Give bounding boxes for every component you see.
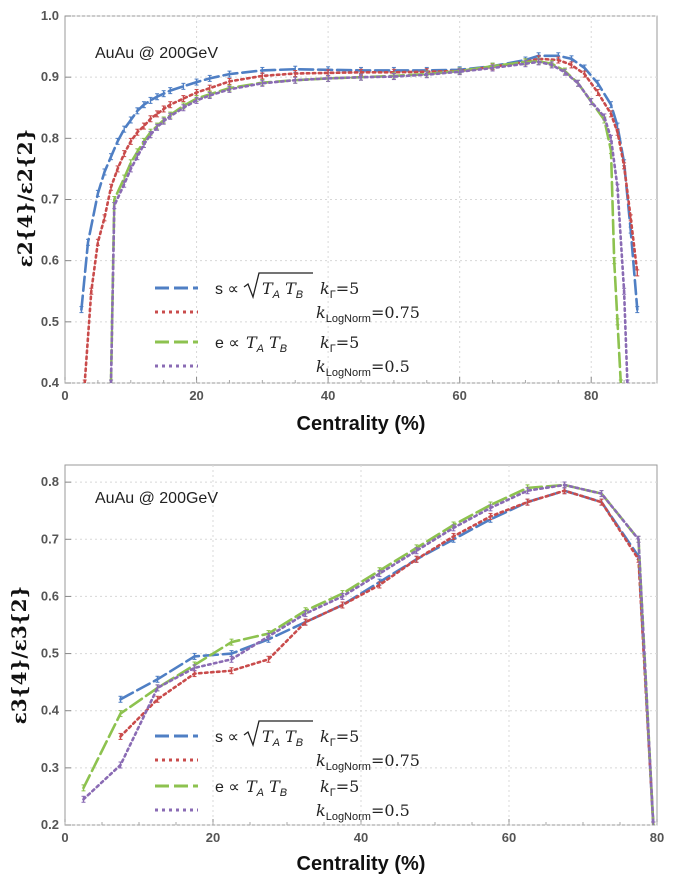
legend-label: s ∝ bbox=[215, 729, 239, 746]
series-1 bbox=[82, 55, 640, 383]
legend-label: TA TB bbox=[246, 333, 287, 355]
legend-label: e ∝ bbox=[215, 779, 240, 796]
y-tick-label: 0.6 bbox=[41, 253, 59, 268]
y-tick-label: 0.3 bbox=[41, 760, 59, 775]
y-tick-label: 0.5 bbox=[41, 314, 59, 329]
y-axis-label: ε2{4}/ε2{2} bbox=[13, 129, 37, 268]
x-tick-label: 80 bbox=[584, 388, 598, 403]
x-tick-label: 40 bbox=[321, 388, 335, 403]
x-axis-label: Centrality (%) bbox=[297, 413, 426, 435]
legend-k-label: kLogNorm=0.5 bbox=[316, 357, 410, 379]
chart-panel-top: 0.4 0.5 0.6 0.7 0.8 0.9 1.0 0 20 40 60 80 AuAu @ 20… bbox=[13, 8, 658, 435]
legend-label: s ∝ bbox=[215, 281, 239, 298]
legend-label: TA TB bbox=[262, 279, 303, 301]
y-axis-label: ε3{4}/ε3{2} bbox=[7, 586, 31, 725]
y-tick-label: 0.4 bbox=[41, 703, 60, 718]
series-3 bbox=[81, 481, 656, 825]
legend-k-label: kLogNorm=0.75 bbox=[316, 751, 420, 773]
legend-k-label: kLogNorm=0.75 bbox=[316, 303, 420, 325]
series-line bbox=[83, 57, 639, 383]
chart-panel-bottom: 0.2 0.3 0.4 0.5 0.6 0.7 0.8 0 20 40 60 80 AuAu @ 20… bbox=[7, 464, 664, 875]
legend: s ∝ TA TB kΓ=5 kLogNorm=0.75 e ∝ TA TB k… bbox=[155, 720, 420, 823]
series-line bbox=[82, 483, 655, 825]
x-tick-label: 0 bbox=[61, 830, 68, 845]
legend-label: TA TB bbox=[246, 777, 287, 799]
y-tick-label: 0.8 bbox=[41, 474, 59, 489]
legend-label: TA TB bbox=[262, 727, 303, 749]
sqrt-symbol bbox=[243, 720, 313, 748]
x-tick-label: 40 bbox=[354, 830, 368, 845]
legend-label: e ∝ bbox=[215, 335, 240, 352]
annotation-text: AuAu @ 200GeV bbox=[95, 45, 218, 62]
series-2 bbox=[81, 481, 656, 825]
series-line bbox=[109, 59, 623, 383]
sqrt-symbol bbox=[243, 272, 313, 300]
y-tick-label: 0.6 bbox=[41, 588, 59, 603]
legend-k-label: kΓ=5 bbox=[320, 777, 359, 799]
y-tick-label: 0.5 bbox=[41, 646, 59, 661]
series-line bbox=[82, 483, 655, 825]
legend-k-label: kΓ=5 bbox=[320, 279, 359, 301]
legend-k-label: kΓ=5 bbox=[320, 333, 359, 355]
y-tick-label: 0.8 bbox=[41, 130, 59, 145]
x-tick-label: 60 bbox=[452, 388, 466, 403]
series-3 bbox=[109, 58, 630, 383]
x-tick-label: 20 bbox=[206, 830, 220, 845]
series-line bbox=[119, 489, 655, 825]
series-line bbox=[109, 60, 629, 383]
x-tick-label: 20 bbox=[189, 388, 203, 403]
y-tick-label: 0.4 bbox=[41, 375, 60, 390]
y-tick-label: 0.7 bbox=[41, 192, 59, 207]
legend-k-label: kΓ=5 bbox=[320, 727, 359, 749]
series-1 bbox=[118, 487, 656, 825]
annotation-text: AuAu @ 200GeV bbox=[95, 490, 218, 507]
series-line bbox=[80, 54, 639, 311]
x-axis-label: Centrality (%) bbox=[297, 853, 426, 875]
x-tick-label: 60 bbox=[502, 830, 516, 845]
y-tick-label: 1.0 bbox=[41, 8, 59, 23]
y-tick-label: 0.9 bbox=[41, 69, 59, 84]
y-tick-label: 0.2 bbox=[41, 817, 59, 832]
series-0 bbox=[118, 487, 656, 825]
x-tick-label: 80 bbox=[650, 830, 664, 845]
series-0 bbox=[79, 52, 640, 314]
y-tick-label: 0.7 bbox=[41, 531, 59, 546]
legend-k-label: kLogNorm=0.5 bbox=[316, 801, 410, 823]
legend: s ∝ TA TB kΓ=5 kLogNorm=0.75 e ∝ TA TB k… bbox=[155, 272, 420, 379]
series-line bbox=[119, 489, 655, 825]
x-tick-label: 0 bbox=[61, 388, 68, 403]
